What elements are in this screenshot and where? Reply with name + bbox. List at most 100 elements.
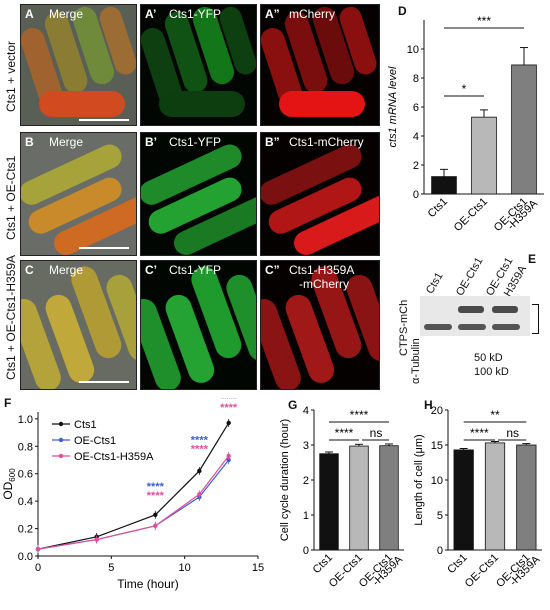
panel-letter-d: D — [398, 4, 407, 18]
bar — [516, 444, 537, 551]
significance-label: **** — [220, 402, 238, 414]
significance-label: ns — [370, 426, 383, 440]
band — [458, 306, 484, 313]
y-axis-label: OD600 — [1, 468, 17, 500]
size-marker: 50 kD — [474, 352, 503, 364]
y-tick-label: 6 — [413, 102, 419, 114]
y-tick-label: 0.2 — [18, 524, 33, 536]
significance-label: **** — [191, 434, 209, 446]
y-axis-label: cts1 mRNA level — [387, 66, 399, 147]
panel-a-mcherry: A” mCherry — [260, 4, 380, 126]
x-axis-label: Time (hour) — [117, 577, 179, 591]
x-tick-label: Cts1 — [311, 552, 335, 576]
y-tick-label: 10 — [431, 475, 443, 487]
x-tick-label: 5 — [108, 562, 114, 574]
y-tick-label: 0.0 — [18, 551, 33, 563]
panel-letter: B — [25, 135, 34, 149]
significance-label: **** — [470, 426, 489, 440]
significance-label: ns — [506, 426, 519, 440]
blot-membrane — [420, 296, 530, 336]
panel-c-mcherry: C” Cts1-H359A -mCherry — [260, 260, 380, 390]
cells-image-b-mcherry — [261, 144, 379, 255]
y-tick-label: 0 — [437, 545, 443, 557]
x-tick-label: OE-Cts1 — [463, 552, 501, 590]
significance-label: **** — [335, 426, 354, 440]
significance-label: ** — [490, 408, 500, 422]
y-tick-label: 20 — [431, 405, 443, 417]
y-tick-label: 0.4 — [18, 496, 33, 508]
cells-image-b-yfp — [141, 144, 256, 255]
size-marker-bracket — [532, 304, 539, 334]
significance-label: *** — [477, 14, 491, 28]
panel-title: Cts1-YFP — [169, 135, 222, 149]
panel-a-merge: A Merge — [20, 4, 137, 126]
legend-marker — [58, 421, 64, 427]
panel-title: Cts1-mCherry — [289, 135, 364, 149]
panel-letter-h: H — [424, 398, 433, 412]
panel-b-mcherry: B” Cts1-mCherry — [260, 132, 380, 256]
x-tick-label: Cts1 — [426, 196, 450, 220]
significance-label: **** — [147, 490, 165, 502]
bar — [484, 442, 506, 551]
size-marker: 100 kD — [474, 366, 509, 378]
series-line — [37, 459, 230, 550]
y-tick-label: 15 — [431, 440, 443, 452]
panel-letter-f: F — [4, 396, 12, 410]
y-tick-label: 1.0 — [18, 414, 33, 426]
panel-title: mCherry — [289, 7, 336, 21]
panel-letter: B’ — [145, 135, 157, 149]
scale-bar — [79, 381, 129, 383]
row-label-c: Cts1 + OE-Cts1-H359A — [4, 254, 18, 380]
panel-letter: C’ — [145, 263, 157, 277]
cells-image-c-mcherry — [261, 266, 379, 389]
legend-label: OE-Cts1-H359A — [74, 451, 154, 463]
cells-image-a-yfp — [141, 6, 256, 117]
significance-label: **** — [220, 398, 238, 405]
y-tick-label: 3 — [303, 440, 309, 452]
panel-title: Cts1-YFP — [169, 7, 222, 21]
band — [492, 306, 518, 313]
x-tick-label: 10 — [179, 562, 191, 574]
band — [424, 324, 452, 330]
legend-label: OE-Cts1 — [74, 435, 116, 447]
y-tick-label: 0.8 — [18, 441, 33, 453]
panel-b-merge: B Merge — [20, 132, 137, 256]
row-label-a: Cts1 + vector — [4, 40, 18, 112]
row-label-b: Cts1 + OE-Cts1 — [4, 155, 18, 240]
band — [458, 324, 486, 330]
y-tick-label: 10 — [407, 44, 419, 56]
legend-label: Cts1 — [74, 419, 97, 431]
significance-label: **** — [191, 443, 209, 455]
y-axis-label: Cell cycle duration (hour) — [279, 419, 291, 541]
chart-f: 0.0 0.2 0.4 0.6 0.8 1.0 0 5 10 15 Time (hour) OD600… — [1, 398, 264, 591]
x-tick-label: 0 — [35, 562, 41, 574]
bar — [319, 453, 339, 551]
legend-marker — [58, 453, 64, 459]
lane-label: OE-Cts1 — [454, 255, 486, 298]
cells-image-c-yfp — [141, 266, 256, 389]
panel-letter: C” — [265, 263, 280, 277]
cells-image-a-merge — [21, 6, 136, 117]
y-tick-label: 4 — [413, 131, 419, 143]
panel-c-merge: C Merge — [20, 260, 137, 390]
panel-a-yfp: A’ Cts1-YFP — [140, 4, 257, 126]
panel-title: Cts1-H359A — [289, 263, 355, 277]
panel-title: Merge — [49, 7, 84, 21]
panel-letter: C — [25, 263, 34, 277]
bar — [349, 445, 369, 551]
x-tick-label: Cts1 — [445, 552, 469, 576]
y-tick-label: 2 — [303, 475, 309, 487]
panel-letter-e: E — [528, 252, 537, 266]
panel-title: Cts1-YFP — [169, 263, 222, 277]
panel-title: Merge — [49, 135, 84, 149]
panel-title-line2: -mCherry — [299, 277, 349, 291]
bar — [471, 116, 497, 195]
panel-b-yfp: B’ Cts1-YFP — [140, 132, 257, 256]
significance-label: * — [462, 82, 467, 96]
bar — [511, 64, 537, 195]
panel-letter: A’ — [145, 7, 157, 21]
cells-image-c-merge — [21, 266, 136, 389]
